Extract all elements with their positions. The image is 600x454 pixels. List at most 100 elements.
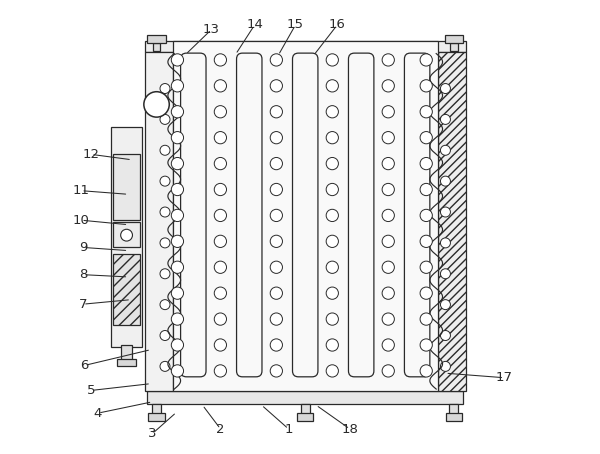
Circle shape <box>326 261 338 273</box>
Text: 8: 8 <box>79 268 87 281</box>
Text: 15: 15 <box>287 19 304 31</box>
Circle shape <box>420 80 433 92</box>
Circle shape <box>270 235 283 247</box>
Text: 11: 11 <box>73 184 89 197</box>
Circle shape <box>382 54 394 66</box>
Circle shape <box>326 235 338 247</box>
Bar <box>110 127 142 347</box>
Circle shape <box>214 106 227 118</box>
Text: 10: 10 <box>73 214 89 227</box>
Circle shape <box>270 261 283 273</box>
Circle shape <box>171 261 184 273</box>
Circle shape <box>160 176 170 186</box>
Text: 6: 6 <box>80 359 89 372</box>
Circle shape <box>160 269 170 279</box>
Text: 16: 16 <box>329 19 346 31</box>
Bar <box>153 43 160 51</box>
Bar <box>449 404 458 414</box>
Circle shape <box>382 287 394 299</box>
Circle shape <box>144 92 169 117</box>
Bar <box>147 391 463 404</box>
Circle shape <box>160 114 170 124</box>
Text: 18: 18 <box>341 423 358 435</box>
Circle shape <box>420 132 433 144</box>
Circle shape <box>326 339 338 351</box>
Bar <box>118 359 136 366</box>
Circle shape <box>121 229 133 241</box>
Circle shape <box>270 339 283 351</box>
Circle shape <box>160 238 170 248</box>
Circle shape <box>440 238 451 248</box>
Circle shape <box>171 54 184 66</box>
Circle shape <box>171 183 184 196</box>
Circle shape <box>270 132 283 144</box>
Bar <box>173 41 437 391</box>
Circle shape <box>270 158 283 170</box>
Circle shape <box>382 158 394 170</box>
Circle shape <box>420 287 433 299</box>
Circle shape <box>160 84 170 94</box>
Circle shape <box>440 361 451 371</box>
Circle shape <box>160 207 170 217</box>
Circle shape <box>382 132 394 144</box>
Circle shape <box>382 106 394 118</box>
Circle shape <box>214 365 227 377</box>
Circle shape <box>326 132 338 144</box>
Circle shape <box>214 235 227 247</box>
Circle shape <box>326 158 338 170</box>
Circle shape <box>160 145 170 155</box>
Circle shape <box>214 287 227 299</box>
Circle shape <box>214 132 227 144</box>
Text: 14: 14 <box>246 19 263 31</box>
Text: 9: 9 <box>79 241 87 254</box>
Circle shape <box>420 158 433 170</box>
Bar <box>297 413 313 421</box>
Circle shape <box>270 365 283 377</box>
Circle shape <box>270 106 283 118</box>
Circle shape <box>420 339 433 351</box>
Circle shape <box>440 114 451 124</box>
Circle shape <box>382 365 394 377</box>
Bar <box>446 413 462 421</box>
Text: 12: 12 <box>83 148 100 161</box>
Circle shape <box>440 176 451 186</box>
Bar <box>145 52 173 391</box>
Circle shape <box>326 313 338 325</box>
Circle shape <box>160 331 170 340</box>
Circle shape <box>420 183 433 196</box>
Bar <box>301 404 310 414</box>
Circle shape <box>171 339 184 351</box>
Circle shape <box>326 287 338 299</box>
Circle shape <box>440 145 451 155</box>
Bar <box>148 413 165 421</box>
Circle shape <box>440 269 451 279</box>
Circle shape <box>382 183 394 196</box>
Circle shape <box>420 235 433 247</box>
Circle shape <box>326 183 338 196</box>
Bar <box>437 52 466 391</box>
Circle shape <box>420 261 433 273</box>
Bar <box>148 35 166 43</box>
Circle shape <box>214 54 227 66</box>
Circle shape <box>171 209 184 222</box>
Circle shape <box>420 106 433 118</box>
Circle shape <box>270 209 283 222</box>
Circle shape <box>440 84 451 94</box>
Circle shape <box>171 287 184 299</box>
Circle shape <box>382 339 394 351</box>
Bar <box>121 345 132 360</box>
Text: 2: 2 <box>217 423 225 435</box>
Circle shape <box>171 365 184 377</box>
Circle shape <box>171 132 184 144</box>
Circle shape <box>214 183 227 196</box>
Circle shape <box>270 80 283 92</box>
Circle shape <box>171 158 184 170</box>
Circle shape <box>160 300 170 310</box>
Bar <box>450 43 458 51</box>
Circle shape <box>440 207 451 217</box>
Circle shape <box>326 54 338 66</box>
Text: 1: 1 <box>284 423 293 435</box>
Circle shape <box>171 106 184 118</box>
Text: 13: 13 <box>203 23 220 36</box>
Circle shape <box>214 158 227 170</box>
